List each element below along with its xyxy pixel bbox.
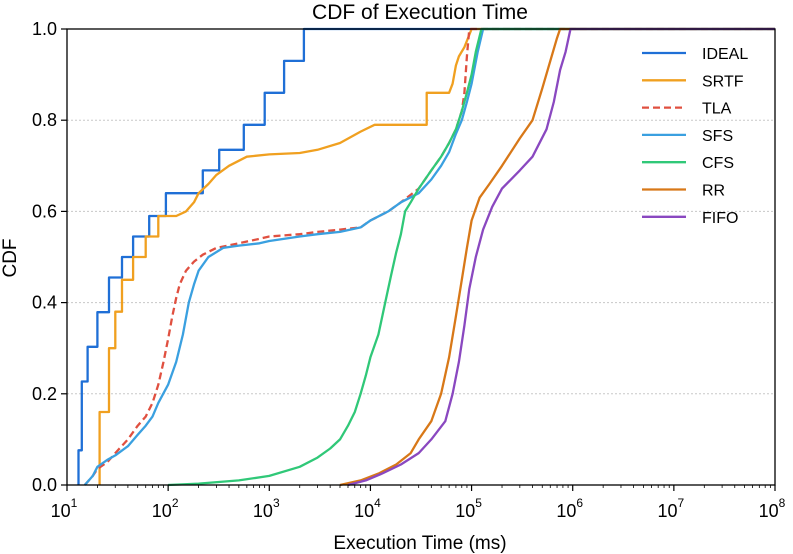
x-tick-label-4: 105 [455,496,482,521]
legend-label-tla: TLA [702,101,732,118]
x-tick-label-1: 102 [152,496,179,521]
series-line-sfs [83,27,775,486]
y-tick-label-0: 0.0 [32,475,57,495]
x-tick-label-2: 103 [253,496,280,521]
y-tick-label-3: 0.6 [32,201,57,221]
legend-label-ideal: IDEAL [702,46,748,63]
y-tick-label-5: 1.0 [32,19,57,39]
x-tick-label-0: 101 [51,496,78,521]
axis-ticks: 101 102 103 104 105 106 107 108 0.0 0.2 0.4 0.6 0.8 1… [32,19,786,521]
x-tick-exponent-4: 5 [475,496,482,510]
x-tick-label-6: 107 [657,496,684,521]
series-line-tla [83,27,775,486]
legend-label-fifo: FIFO [702,210,738,227]
x-tick-exponent-6: 7 [678,496,685,510]
x-tick-exponent-5: 6 [576,496,583,510]
x-tick-exponent-2: 3 [273,496,280,510]
series-line-srtf [98,27,775,485]
chart-title: CDF of Execution Time [312,1,528,24]
y-tick-label-1: 0.2 [32,384,57,404]
x-tick-label-5: 106 [556,496,583,521]
series-line-fifo [347,27,775,487]
x-tick-exponent-0: 1 [71,496,78,510]
series-lines [77,27,775,487]
x-axis-title: Execution Time (ms) [333,533,506,554]
y-axis-title: CDF [0,238,21,277]
x-tick-label-7: 108 [759,496,786,521]
y-tick-label-2: 0.4 [32,293,57,313]
legend: IDEAL SRTF TLA SFS CFS RR FIFO [642,46,748,227]
x-tick-label-3: 104 [354,496,381,521]
x-tick-exponent-3: 4 [374,496,381,510]
legend-label-rr: RR [702,183,725,200]
legend-label-srtf: SRTF [702,73,744,90]
y-tick-label-4: 0.8 [32,110,57,130]
legend-label-sfs: SFS [702,128,733,145]
legend-label-cfs: CFS [702,155,734,172]
series-line-rr [339,27,775,487]
plot-frame [66,28,776,486]
x-tick-exponent-1: 2 [172,496,179,510]
x-tick-exponent-7: 8 [779,496,786,510]
series-line-cfs [168,27,775,487]
